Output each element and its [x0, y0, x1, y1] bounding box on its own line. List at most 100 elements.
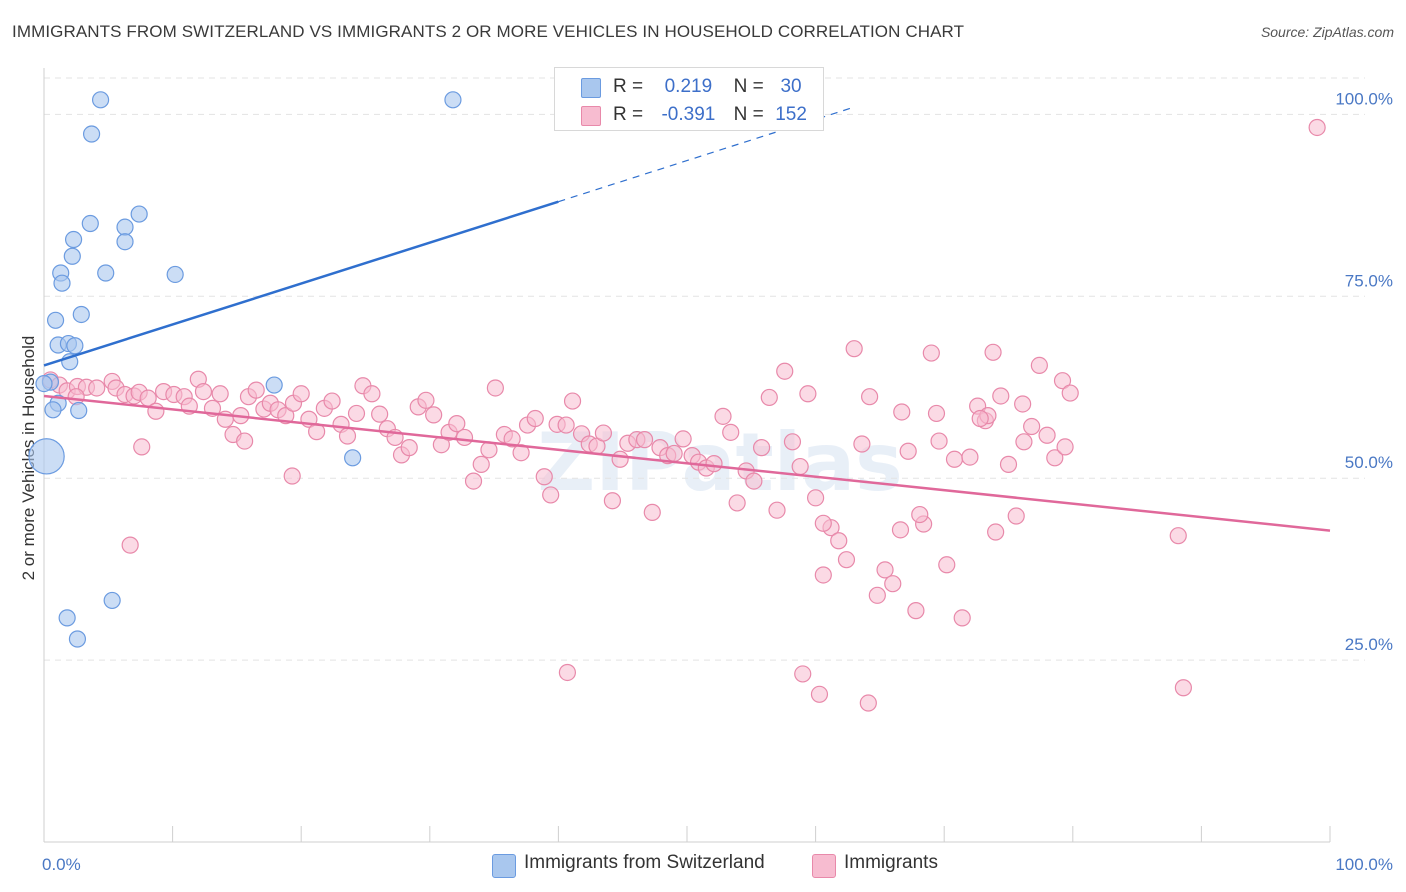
data-point-switzerland: [64, 230, 83, 249]
data-point-immigrants: [714, 407, 732, 425]
data-point-switzerland: [63, 247, 81, 265]
legend-n-label: N =: [733, 104, 764, 125]
data-point-immigrants: [603, 492, 622, 510]
data-point-immigrants: [859, 694, 877, 712]
legend-row-immigrants: R = -0.391 N = 152: [555, 102, 823, 130]
data-point-switzerland: [130, 205, 148, 223]
data-point-immigrants: [760, 388, 778, 407]
data-point-immigrants: [837, 551, 856, 569]
data-point-immigrants: [611, 450, 629, 468]
data-point-immigrants: [674, 430, 692, 448]
legend-swatch-blue: [581, 78, 601, 98]
data-point-immigrants: [922, 344, 940, 362]
data-point-immigrants: [323, 392, 341, 410]
data-point-immigrants: [1056, 438, 1074, 456]
data-point-immigrants: [987, 523, 1005, 541]
data-point-immigrants: [938, 556, 956, 574]
data-point-immigrants: [455, 428, 474, 447]
data-point-immigrants: [194, 383, 213, 401]
data-point-immigrants: [953, 609, 971, 627]
data-point-switzerland: [53, 274, 71, 292]
data-point-switzerland: [166, 265, 184, 284]
data-point-immigrants: [745, 472, 763, 490]
data-point-immigrants: [927, 404, 946, 423]
data-point-switzerland: [58, 609, 76, 627]
data-point-immigrants: [1046, 449, 1064, 467]
x-tick-label: 100.0%: [1335, 855, 1393, 874]
data-point-switzerland: [81, 214, 99, 233]
data-point-immigrants: [247, 381, 265, 399]
data-point-immigrants: [876, 561, 894, 579]
data-point-immigrants: [1014, 395, 1032, 413]
series-swatch-pink: [812, 854, 836, 878]
data-point-switzerland: [444, 91, 462, 109]
data-point-immigrants: [853, 435, 871, 453]
trendline-switzerland: [43, 200, 559, 367]
legend-n-value: 30: [780, 76, 802, 97]
data-point-immigrants: [133, 438, 151, 456]
data-point-immigrants: [448, 415, 466, 433]
data-point-immigrants: [400, 439, 418, 457]
data-point-immigrants: [417, 391, 435, 409]
data-point-switzerland: [344, 449, 362, 467]
data-point-immigrants: [526, 409, 544, 428]
data-point-immigrants: [868, 586, 886, 604]
data-point-immigrants: [1030, 356, 1048, 375]
data-point-immigrants: [283, 467, 301, 485]
legend-n-label: N =: [733, 76, 764, 97]
data-point-immigrants: [1169, 527, 1187, 545]
legend-r-label: R =: [613, 104, 644, 125]
data-point-immigrants: [88, 379, 106, 397]
legend-r-label: R =: [613, 76, 644, 97]
data-point-switzerland: [44, 401, 62, 419]
y-tick-label: 25.0%: [1345, 635, 1393, 654]
data-point-immigrants: [930, 432, 948, 450]
data-point-immigrants: [768, 501, 786, 519]
data-point-immigrants: [814, 514, 832, 532]
data-point-immigrants: [1015, 433, 1033, 451]
data-point-switzerland: [28, 438, 65, 475]
legend-swatch-pink: [581, 106, 601, 126]
data-point-immigrants: [861, 388, 879, 406]
data-point-immigrants: [542, 486, 560, 504]
data-point-switzerland: [68, 630, 87, 648]
data-point-immigrants: [911, 505, 929, 524]
data-point-switzerland: [103, 591, 121, 610]
data-point-immigrants: [363, 385, 381, 403]
data-point-switzerland: [91, 91, 110, 109]
data-point-immigrants: [557, 416, 575, 434]
data-point-immigrants: [907, 602, 925, 620]
data-point-immigrants: [999, 455, 1018, 473]
y-tick-label: 100.0%: [1335, 89, 1393, 108]
data-point-immigrants: [563, 392, 582, 410]
x-tick-label: 0.0%: [42, 855, 81, 874]
data-point-immigrants: [971, 409, 989, 428]
data-point-immigrants: [211, 385, 229, 403]
data-point-immigrants: [1038, 426, 1056, 444]
data-point-immigrants: [1007, 507, 1025, 525]
correlation-legend: R = 0.219 N = 30 R = -0.391 N = 152: [554, 67, 824, 131]
data-point-switzerland: [97, 264, 115, 282]
data-point-immigrants: [1174, 679, 1192, 697]
chart-source: Source: ZipAtlas.com: [1260, 24, 1394, 40]
data-point-switzerland: [82, 125, 101, 143]
legend-n-value: 152: [775, 104, 807, 125]
data-point-immigrants: [884, 575, 902, 593]
data-point-immigrants: [503, 430, 521, 448]
data-point-immigrants: [791, 457, 809, 476]
data-point-immigrants: [814, 566, 832, 584]
y-tick-label: 75.0%: [1345, 271, 1393, 290]
data-point-immigrants: [799, 385, 817, 403]
data-point-immigrants: [752, 439, 771, 457]
chart-title: IMMIGRANTS FROM SWITZERLAND VS IMMIGRANT…: [12, 22, 965, 41]
data-point-immigrants: [806, 489, 825, 507]
data-point-immigrants: [1023, 417, 1041, 436]
data-point-immigrants: [705, 455, 723, 473]
data-point-immigrants: [783, 433, 802, 451]
data-point-immigrants: [292, 385, 310, 403]
data-point-immigrants: [992, 387, 1010, 405]
data-point-switzerland: [116, 233, 134, 251]
data-point-immigrants: [635, 431, 654, 449]
data-point-immigrants: [961, 448, 979, 466]
